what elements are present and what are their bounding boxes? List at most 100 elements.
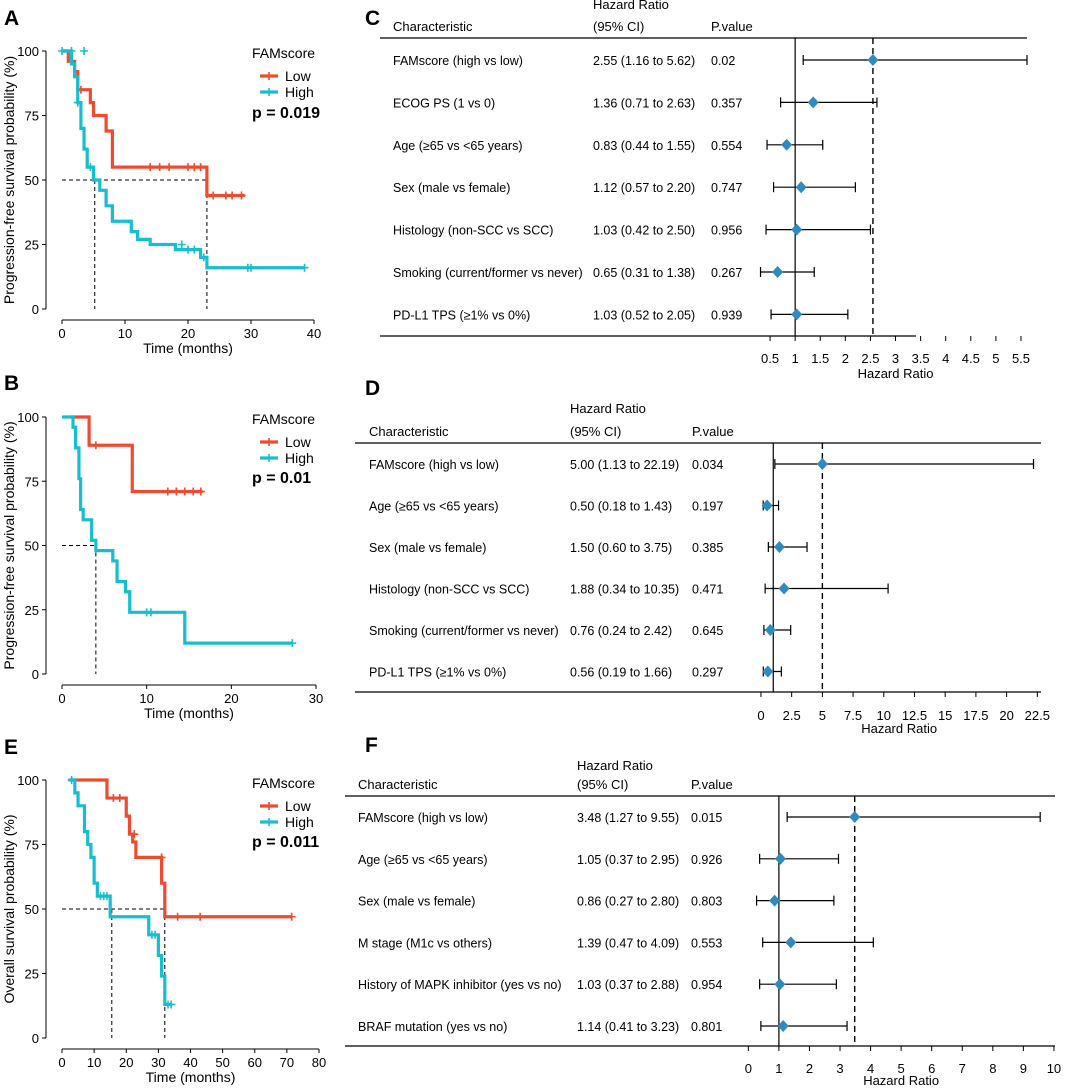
- hr-point: [769, 894, 781, 907]
- censor-mark-low: [115, 794, 124, 803]
- x-tick-label: 5: [898, 1061, 905, 1076]
- hr-point: [774, 978, 786, 991]
- row-pvalue: 0.357: [711, 96, 742, 110]
- panel-label: F: [365, 734, 378, 757]
- y-tick-label: 100: [17, 44, 39, 59]
- y-tick-label: 25: [25, 603, 39, 618]
- row-hr-ci: 1.50 (0.60 to 3.75): [570, 541, 672, 555]
- row-characteristic: Sex (male vs female): [393, 181, 510, 195]
- row-pvalue: 0.645: [692, 624, 723, 638]
- x-axis-title: Time (months): [143, 340, 233, 356]
- censor-mark-low: [237, 191, 246, 200]
- header-pvalue: P.value: [692, 424, 734, 439]
- row-pvalue: 0.554: [711, 139, 742, 153]
- censor-mark-low: [172, 487, 181, 496]
- row-hr-ci: 2.55 (1.16 to 5.62): [593, 54, 695, 68]
- legend-label-low: Low: [285, 798, 312, 814]
- y-tick-label: 100: [17, 410, 39, 425]
- row-characteristic: Sex (male vs female): [358, 895, 475, 909]
- censor-mark-high: [247, 263, 255, 272]
- row-characteristic: Age (≥65 vs <65 years): [393, 139, 523, 153]
- forest-D-panel: D Characteristic Hazard Ratio (95% CI) P.val…: [355, 377, 1050, 736]
- row-characteristic: BRAF mutation (yes vs no): [358, 1020, 507, 1034]
- x-tick-label: 9: [1020, 1061, 1027, 1076]
- hr-point: [867, 54, 879, 66]
- censor-mark-low: [180, 487, 189, 496]
- x-tick-label: 70: [280, 1055, 294, 1070]
- x-tick-label: 50: [215, 1055, 229, 1070]
- x-tick-label: 8: [989, 1061, 996, 1076]
- y-tick-label: 25: [25, 967, 39, 982]
- row-pvalue: 0.267: [711, 266, 742, 280]
- x-tick-label: 2: [842, 351, 849, 366]
- x-tick-label: 40: [183, 1055, 197, 1070]
- header-pvalue: P.value: [691, 777, 733, 792]
- censor-mark-low: [173, 912, 182, 921]
- km-curve-low: [62, 49, 245, 198]
- header-hazard-ratio: Hazard Ratio: [577, 758, 653, 773]
- x-tick-label: 0.5: [761, 351, 779, 366]
- row-characteristic: FAMscore (high vs low): [358, 811, 488, 825]
- hr-point: [774, 852, 786, 865]
- row-pvalue: 0.297: [692, 666, 723, 680]
- km-A-panel: A 0 10 20 30 40 0 25 50 75 100 Time (months) Progres…: [1, 7, 321, 356]
- censor-mark-high: [146, 608, 155, 617]
- km-curve-high: [68, 778, 172, 1007]
- hr-point: [791, 308, 803, 321]
- censor-mark-low: [146, 163, 155, 172]
- panel-label: C: [365, 7, 380, 30]
- row-characteristic: Age (≥65 vs <65 years): [358, 853, 488, 867]
- row-hr-ci: 1.05 (0.37 to 2.95): [577, 853, 679, 867]
- censor-mark-high: [177, 240, 186, 249]
- x-tick-label: 12.5: [902, 708, 927, 723]
- x-axis-title: Hazard Ratio: [858, 366, 934, 381]
- hr-point: [781, 138, 793, 151]
- x-tick-label: 3.5: [912, 351, 930, 366]
- x-tick-label: 1.5: [811, 351, 829, 366]
- censor-mark-high: [288, 639, 297, 648]
- x-tick-label: 2.5: [783, 708, 801, 723]
- row-hr-ci: 0.56 (0.19 to 1.66): [570, 666, 672, 680]
- row-pvalue: 0.939: [711, 308, 742, 322]
- row-characteristic: Age (≥65 vs <65 years): [369, 500, 499, 514]
- panel-label: E: [4, 736, 18, 759]
- row-hr-ci: 1.39 (0.47 to 4.09): [577, 936, 679, 950]
- x-tick-label: 10: [139, 691, 153, 706]
- forest-C-panel: C Characteristic Hazard Ratio (95% CI) P.val…: [365, 0, 1030, 381]
- header-ci: (95% CI): [570, 424, 621, 439]
- x-tick-label: 1: [792, 351, 799, 366]
- x-tick-label: 20: [181, 326, 195, 341]
- row-characteristic: Sex (male vs female): [369, 541, 486, 555]
- censor-mark-high: [102, 892, 111, 901]
- censor-mark-low: [165, 163, 174, 172]
- x-tick-label: 0: [58, 1055, 65, 1070]
- row-hr-ci: 5.00 (1.13 to 22.19): [570, 458, 679, 472]
- row-characteristic: PD-L1 TPS (≥1% vs 0%): [393, 308, 530, 322]
- censor-mark-high: [199, 253, 208, 262]
- row-hr-ci: 0.76 (0.24 to 2.42): [570, 624, 672, 638]
- x-axis-title: Hazard Ratio: [861, 721, 937, 736]
- x-tick-label: 0: [58, 691, 65, 706]
- hr-point: [807, 96, 819, 109]
- censor-mark-low: [196, 912, 205, 921]
- x-tick-label: 3: [892, 351, 899, 366]
- header-characteristic: Characteristic: [393, 19, 473, 34]
- km-curve-high: [62, 49, 305, 270]
- row-hr-ci: 1.12 (0.57 to 2.20): [593, 181, 695, 195]
- row-hr-ci: 0.83 (0.44 to 1.55): [593, 139, 695, 153]
- header-characteristic: Characteristic: [369, 424, 449, 439]
- x-tick-label: 20: [224, 691, 238, 706]
- x-tick-label: 10: [87, 1055, 101, 1070]
- censor-mark-high: [67, 47, 76, 55]
- censor-mark-low: [228, 191, 237, 200]
- hr-point: [764, 624, 776, 636]
- row-pvalue: 0.015: [691, 811, 722, 825]
- row-pvalue: 0.956: [711, 224, 742, 238]
- hr-point: [795, 181, 807, 194]
- row-pvalue: 0.747: [711, 181, 742, 195]
- x-tick-label: 4.5: [962, 351, 980, 366]
- censor-mark-low: [163, 487, 172, 496]
- x-tick-label: 4: [942, 351, 949, 366]
- y-tick-label: 75: [25, 474, 39, 489]
- hr-point: [849, 811, 861, 823]
